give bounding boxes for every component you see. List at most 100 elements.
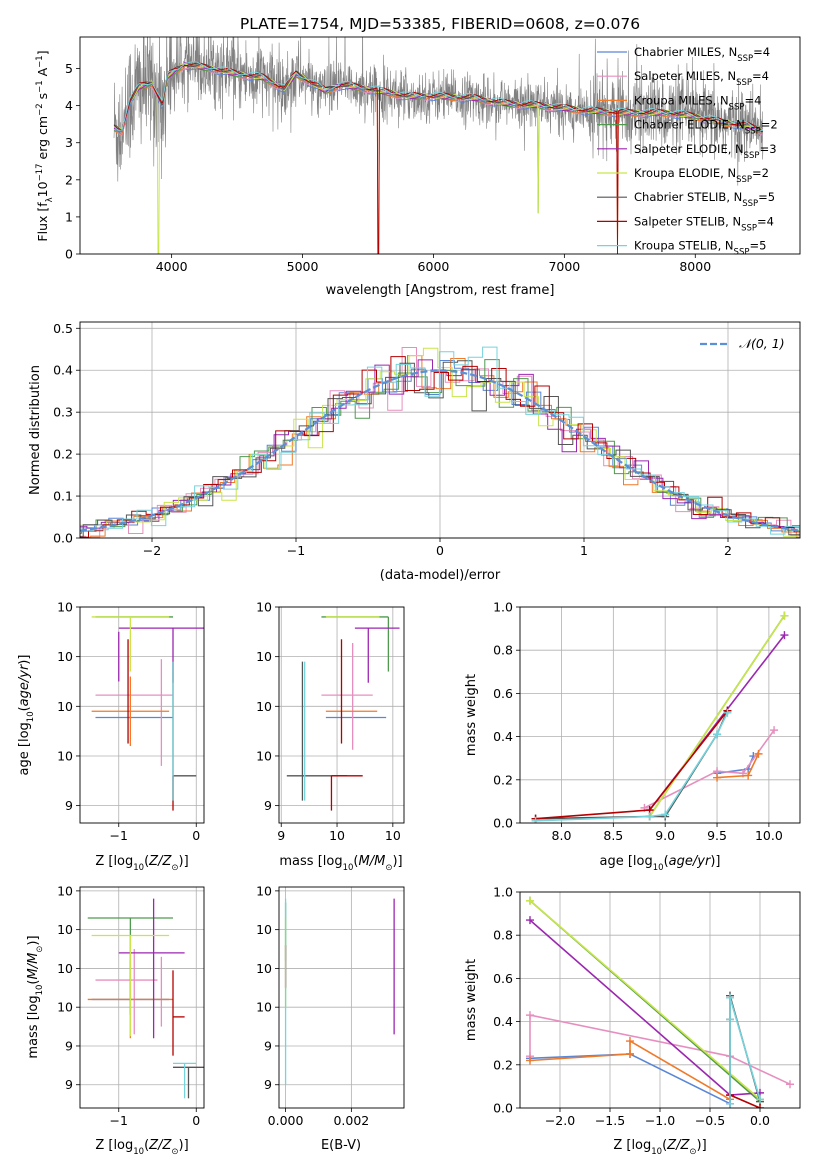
marker-salpeter_miles [526, 1011, 534, 1020]
x-tick-label: −1.0 [645, 1113, 675, 1128]
weight-line-chabrier_stelib [535, 710, 729, 820]
y-tick-label: 10 [57, 748, 73, 763]
y-tick-label: 0.6 [493, 971, 513, 986]
x-tick-label: 8000 [679, 259, 711, 274]
y-tick-label: 0.2 [53, 447, 73, 462]
histogram-chabrier_elodie [80, 359, 800, 534]
y-tick-label: 0.8 [493, 928, 513, 943]
y-tick-label: 2 [65, 172, 73, 187]
y-tick-label: 10 [256, 1000, 272, 1015]
x-axis-label: E(B-V) [321, 1138, 361, 1153]
y-axis-label: mass weight [464, 959, 479, 1041]
y-tick-label: 10 [57, 922, 73, 937]
axes-frame [79, 606, 205, 824]
x-axis-label: Z [log10(Z/Z⊙)] [95, 1138, 188, 1157]
y-tick-label: 3 [65, 135, 73, 150]
y-tick-label: 10 [57, 649, 73, 664]
legend-entry-salpeter_stelib: Salpeter STELIB, NSSP=4 [634, 214, 774, 233]
y-axis-label: Normed distribution [28, 365, 43, 495]
weight-line-salpeter_stelib [729, 1094, 761, 1108]
y-axis-label: Flux [fλ10−17 erg cm−2 s−1 A−1] [35, 50, 55, 241]
model-line-kroupa_stelib [113, 61, 763, 132]
marker-kroupa_miles [713, 773, 722, 782]
marker-salpeter_miles [786, 1080, 794, 1089]
x-tick-label: −1.5 [595, 1113, 625, 1128]
legend-entry-kroupa_stelib: Kroupa STELIB, NSSP=5 [634, 239, 766, 258]
marker-kroupa_stelib [726, 1015, 734, 1024]
x-tick-label: 9 [277, 828, 285, 843]
legend-entry-kroupa_miles: Kroupa MILES, NSSP=4 [634, 93, 761, 112]
panel-age_vs_mass: 9 10 10 9 10 10 10 10 mass [log10(M/M⊙)] [256, 600, 405, 873]
x-tick-label: 2 [724, 543, 732, 558]
plot-area [284, 898, 395, 1085]
marker-kroupa_stelib [531, 816, 540, 823]
model-line-chabrier_stelib [113, 63, 764, 132]
y-tick-label: 10 [256, 922, 272, 937]
legend-entry-chabrier_stelib: Chabrier STELIB, NSSP=5 [634, 190, 775, 209]
x-tick-label: 0.002 [333, 1113, 369, 1128]
legend-entry-kroupa_elodie: Kroupa ELODIE, NSSP=2 [634, 166, 769, 185]
x-tick-label: 8.5 [603, 828, 623, 843]
marker-salpeter_elodie [780, 631, 789, 640]
model-line-kroupa_elodie [113, 62, 764, 254]
plot-area [87, 898, 204, 1099]
x-axis-label: Z [log10(Z/Z⊙)] [613, 1138, 706, 1157]
y-tick-label: 0.4 [53, 363, 73, 378]
y-tick-label: 10 [256, 699, 272, 714]
x-tick-label: 9.0 [655, 828, 675, 843]
y-tick-label: 10 [57, 883, 73, 898]
grid-lines [279, 887, 404, 1108]
marker-salpeter_stelib [756, 1104, 764, 1108]
x-tick-label: 4000 [156, 259, 188, 274]
weight-line-salpeter_miles [529, 1014, 791, 1085]
plot-area [80, 346, 800, 538]
y-tick-label: 1.0 [493, 600, 513, 615]
panel-massweight_vs_age: 8.0 8.5 9.0 9.5 10.0 0.0 0.2 0.4 0.6 0.8 1.0 age [l… [464, 600, 801, 873]
marker-kroupa_miles [626, 1037, 634, 1046]
marker-kroupa_stelib [726, 1099, 734, 1108]
x-tick-label: 10.0 [755, 828, 783, 843]
y-tick-label: 0.2 [493, 772, 513, 787]
weight-line-kroupa_elodie [529, 899, 761, 1101]
x-tick-label: 10 [385, 828, 401, 843]
x-tick-label: −2.0 [545, 1113, 575, 1128]
plot-area [286, 616, 400, 811]
marker-salpeter_miles [770, 726, 779, 735]
weight-line-kroupa_stelib [729, 997, 761, 1104]
histogram-salpeter_stelib [80, 356, 800, 538]
plot-area [91, 616, 204, 811]
x-axis-label: (data-model)/error [380, 568, 501, 583]
grid-lines [520, 606, 800, 824]
y-tick-label: 10 [57, 699, 73, 714]
grid-lines [80, 606, 204, 823]
y-tick-label: 10 [57, 1000, 73, 1015]
weight-line-kroupa_miles [529, 1039, 731, 1101]
marker-kroupa_stelib [756, 1095, 764, 1104]
panel-residual_histogram: −2 −1 0 1 2 0.0 0.1 0.2 0.3 0.4 0.5 𝒩(0, 1) (data-mo… [28, 321, 801, 583]
x-tick-label: −1 [287, 543, 305, 558]
legend-entry-chabrier_elodie: Chabrier ELODIE, NSSP=2 [634, 118, 778, 137]
plot-area [113, 37, 764, 254]
legend-entry-chabrier_miles: Chabrier MILES, NSSP=4 [634, 45, 770, 64]
marker-kroupa_miles [526, 1056, 534, 1065]
y-tick-label: 10 [256, 748, 272, 763]
marker-salpeter_elodie [526, 916, 534, 925]
histogram-salpeter_elodie [80, 359, 800, 529]
y-tick-label: 4 [65, 98, 73, 113]
panel-mass_vs_Z: −1 0 9 9 10 10 10 10 Z [log10(Z/Z⊙)] mass [log10(… [26, 883, 205, 1157]
weight-line-kroupa_stelib [535, 712, 729, 822]
y-tick-label: 0.2 [493, 1057, 513, 1072]
x-tick-label: 10 [329, 828, 345, 843]
y-tick-label: 10 [57, 961, 73, 976]
y-tick-label: 1.0 [493, 885, 513, 900]
axes-frame [79, 321, 801, 539]
marker-kroupa_miles [744, 771, 753, 780]
marker-kroupa_stelib [661, 810, 670, 819]
x-tick-label: 5000 [287, 259, 319, 274]
y-tick-label: 0.1 [53, 489, 73, 504]
marker-kroupa_stelib [723, 708, 732, 717]
x-tick-label: −2 [143, 543, 161, 558]
grid-lines [520, 891, 800, 1109]
grid-lines [80, 887, 204, 1108]
